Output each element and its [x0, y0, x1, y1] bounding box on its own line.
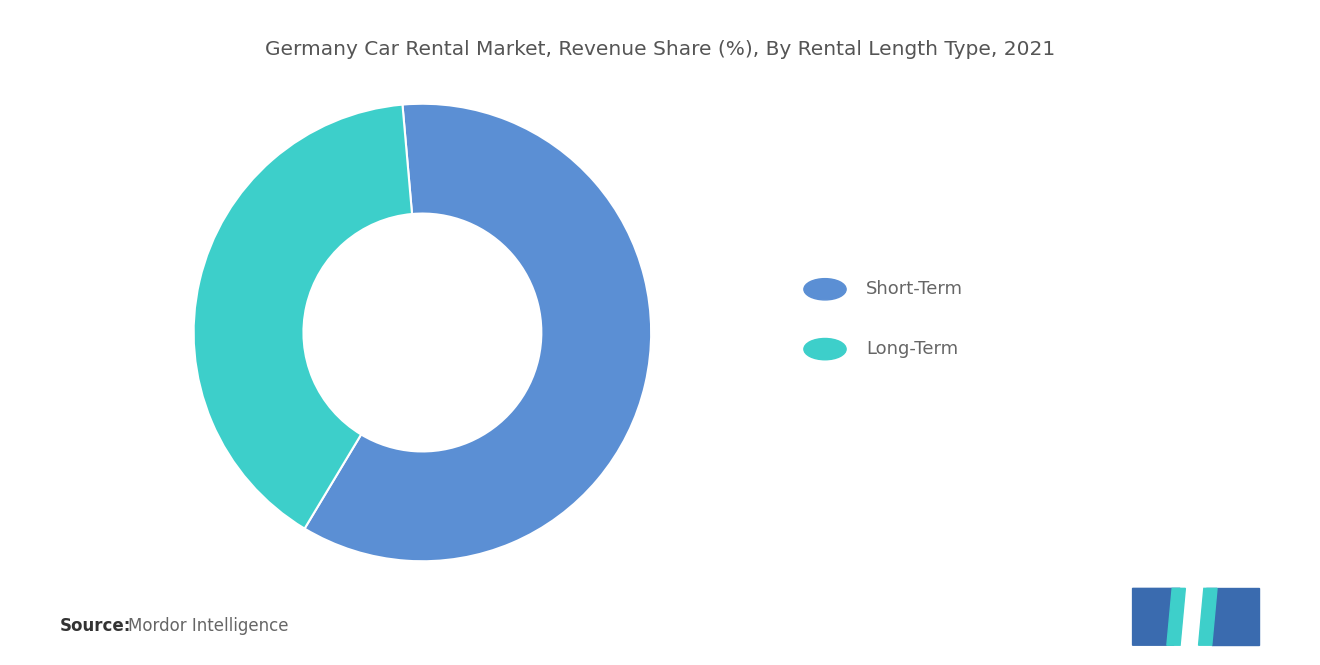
Wedge shape: [194, 104, 412, 529]
Polygon shape: [1199, 589, 1217, 645]
Wedge shape: [305, 104, 651, 561]
Text: Mordor Intelligence: Mordor Intelligence: [128, 617, 289, 635]
Text: Short-Term: Short-Term: [866, 280, 962, 299]
Polygon shape: [1206, 589, 1259, 645]
Polygon shape: [1133, 589, 1180, 645]
Text: Source:: Source:: [59, 617, 131, 635]
Text: Germany Car Rental Market, Revenue Share (%), By Rental Length Type, 2021: Germany Car Rental Market, Revenue Share…: [265, 40, 1055, 59]
Text: Long-Term: Long-Term: [866, 340, 958, 358]
Polygon shape: [1167, 589, 1185, 645]
